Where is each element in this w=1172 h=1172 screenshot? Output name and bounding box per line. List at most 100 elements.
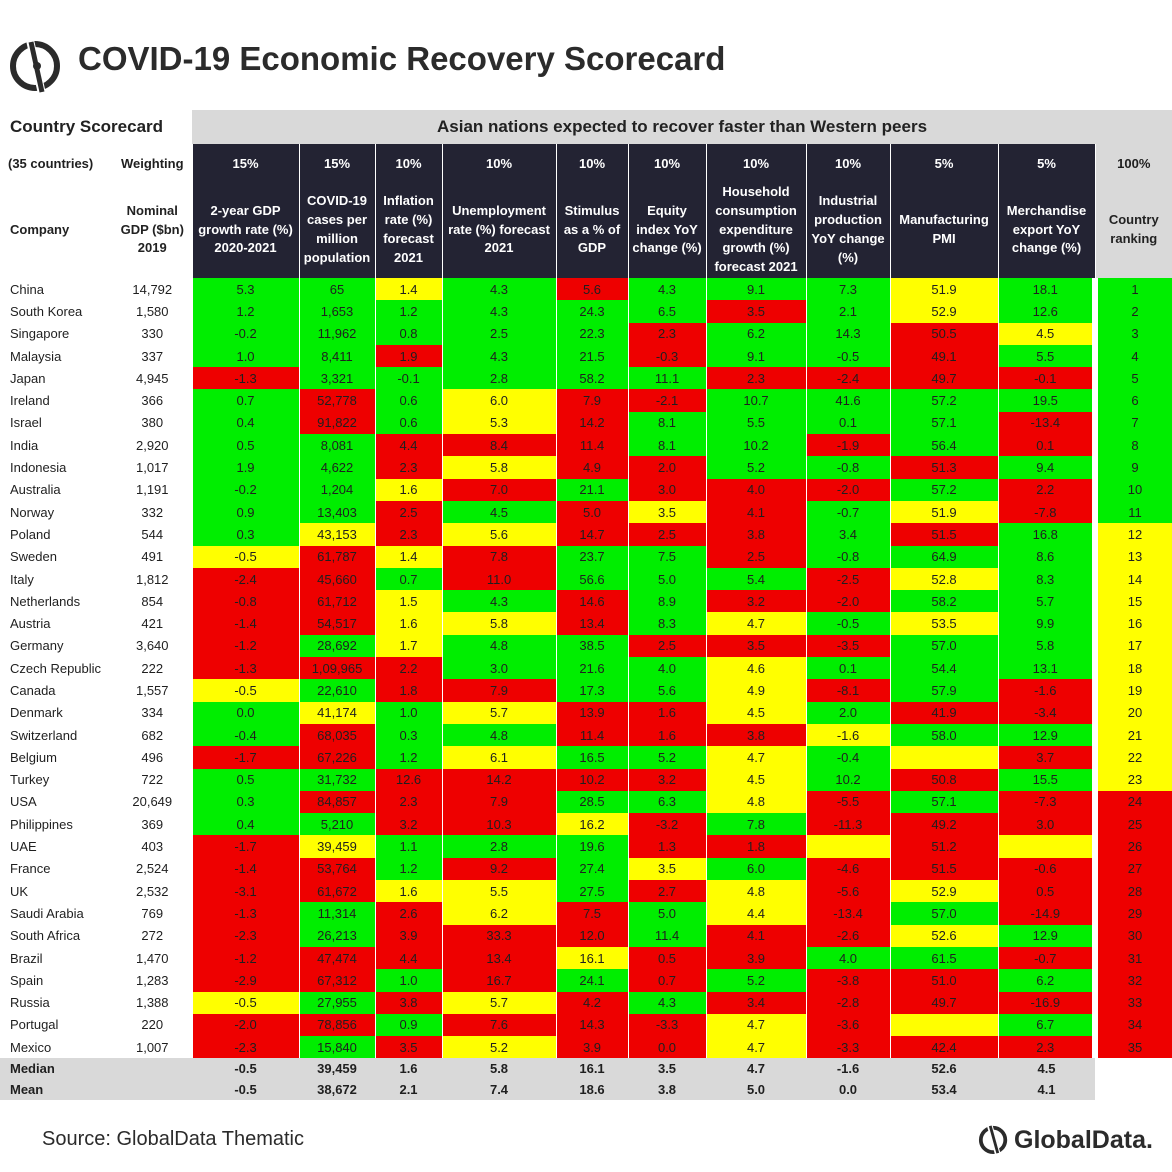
metric-cell: 21.6: [555, 657, 629, 680]
gdp-value: 722: [141, 772, 164, 788]
brand-icon: [978, 1123, 1008, 1155]
table-row: Indonesia 1,017 1.9 4,622 2.3 5.8 4.9 2.0 5.2 -0.…: [0, 456, 1172, 479]
metric-cell: 4.4: [705, 902, 807, 925]
weight-cell: 10%: [705, 144, 807, 182]
metric-cell: -1.3: [191, 367, 300, 390]
metric-cell: -3.3: [627, 1013, 707, 1037]
metric-cell: -2.3: [191, 1036, 300, 1059]
table-row: Czech Republic 222 -1.3 1,09,965 2.2 3.0 21.6 4…: [0, 657, 1172, 680]
ranking-cell: 2: [1092, 300, 1172, 323]
summary-value: 7.4: [442, 1079, 557, 1101]
metric-cell: -0.4: [191, 723, 300, 747]
column-header: Household consumption expenditure growth…: [705, 182, 807, 278]
summary-empty: [113, 1058, 193, 1080]
metric-cell: 1.2: [374, 746, 443, 769]
weighting-label: Weighting: [120, 155, 184, 171]
metric-cell: 2.5: [374, 500, 443, 524]
metric-cell: 3.9: [374, 924, 443, 947]
metric-cell: 52,778: [298, 389, 376, 412]
metric-cell: 58.2: [889, 590, 999, 613]
table-row: Israel 380 0.4 91,822 0.6 5.3 14.2 8.1 5.5 0.1 57.…: [0, 411, 1172, 435]
metric-cell: 15.5: [997, 768, 1096, 791]
metric-cell: 12.6: [374, 768, 443, 791]
metric-cell: -0.8: [191, 590, 300, 613]
metric-cell: 41,174: [298, 701, 376, 724]
gdp-value: 222: [141, 660, 164, 676]
country-name: Belgium: [10, 749, 57, 765]
metric-cell: 3.0: [627, 478, 707, 501]
summary-value: 3.8: [628, 1079, 707, 1101]
country-name: Poland: [10, 526, 51, 542]
country-name: Denmark: [10, 705, 63, 721]
metric-cell: 5.5: [441, 880, 557, 903]
metric-cell: 1.6: [627, 723, 707, 747]
metric-cell: 4.3: [441, 590, 557, 613]
metric-cell: 0.1: [997, 434, 1096, 457]
metric-cell: 5.4: [705, 567, 807, 591]
metric-cell: 0.5: [191, 768, 300, 791]
country-name: Italy: [10, 571, 34, 587]
metric-cell: 23.7: [555, 545, 629, 568]
table-row: China 14,792 5.3 65 1.4 4.3 5.6 4.3 9.1 7.3 51.9 18…: [0, 278, 1172, 301]
metric-cell: 52.8: [889, 567, 999, 591]
metric-cell: 47,474: [298, 946, 376, 970]
weight-cell: 10%: [441, 144, 557, 182]
metric-cell: 4.7: [705, 1036, 807, 1059]
metric-cell: 0.5: [191, 434, 300, 457]
summary-value: 4.5: [998, 1058, 1096, 1080]
country-name: Canada: [10, 682, 56, 698]
metric-cell: 14.6: [555, 590, 629, 613]
metric-cell: 67,312: [298, 969, 376, 992]
metric-cell: -2.3: [191, 924, 300, 947]
metric-cell: 5.3: [441, 411, 557, 435]
metric-cell: 0.3: [191, 790, 300, 814]
metric-cell: 45,660: [298, 567, 376, 591]
metric-cell: 5.7: [441, 701, 557, 724]
metric-cell: 16.7: [441, 969, 557, 992]
metric-cell: 1.4: [374, 545, 443, 568]
column-header: Manufacturing PMI: [889, 182, 999, 278]
metric-cell: -2.4: [191, 567, 300, 591]
gdp-value: 330: [141, 326, 164, 342]
metric-cell: 4,622: [298, 456, 376, 479]
table-row: Brazil 1,470 -1.2 47,474 4.4 13.4 16.1 0.5 3.9 4.…: [0, 946, 1172, 970]
column-header: Country ranking: [1094, 182, 1172, 278]
table-row: South Africa 272 -2.3 26,213 3.9 33.3 12.0 11.4…: [0, 924, 1172, 947]
table-row: USA 20,649 0.3 84,857 2.3 7.9 28.5 6.3 4.8 -5.5 57…: [0, 790, 1172, 814]
metric-cell: 7.5: [627, 545, 707, 568]
metric-cell: 10.2: [705, 434, 807, 457]
metric-cell: -1.2: [191, 634, 300, 658]
metric-cell: -0.5: [191, 679, 300, 702]
gdp-value: 496: [141, 749, 164, 765]
metric-cell: 0.6: [374, 389, 443, 412]
ranking-cell: 3: [1092, 322, 1172, 345]
metric-cell: 67,226: [298, 746, 376, 769]
metric-cell: 13.1: [997, 657, 1096, 680]
metric-cell: 56.6: [555, 567, 629, 591]
summary-value: 4.1: [998, 1079, 1096, 1101]
metric-cell: 7.3: [805, 278, 891, 301]
metric-cell: 5.5: [997, 344, 1096, 368]
metric-cell: 51.0: [889, 969, 999, 992]
metric-cell: 2.3: [374, 523, 443, 546]
metric-cell: 3.2: [705, 590, 807, 613]
metric-cell: -5.5: [805, 790, 891, 814]
country-name: Austria: [10, 616, 51, 632]
metric-cell: 11.4: [555, 434, 629, 457]
metric-cell: 31,732: [298, 768, 376, 791]
metric-cell: 4.3: [441, 278, 557, 301]
metric-cell: 6.2: [997, 969, 1096, 992]
country-name: Mexico: [10, 1039, 52, 1055]
metric-cell: 5.0: [555, 500, 629, 524]
metric-cell: 57.2: [889, 389, 999, 412]
metric-cell: 39,459: [298, 835, 376, 858]
metric-cell: 57.2: [889, 478, 999, 501]
metric-cell: 1.0: [374, 701, 443, 724]
ranking-cell: 33: [1092, 991, 1172, 1014]
countries-note: (35 countries): [8, 155, 94, 171]
metric-cell: 53.5: [889, 612, 999, 635]
metric-cell: -2.8: [805, 991, 891, 1014]
metric-cell: 1.2: [374, 857, 443, 881]
metric-cell: 6.0: [705, 857, 807, 881]
country-name: Switzerland: [10, 727, 78, 743]
